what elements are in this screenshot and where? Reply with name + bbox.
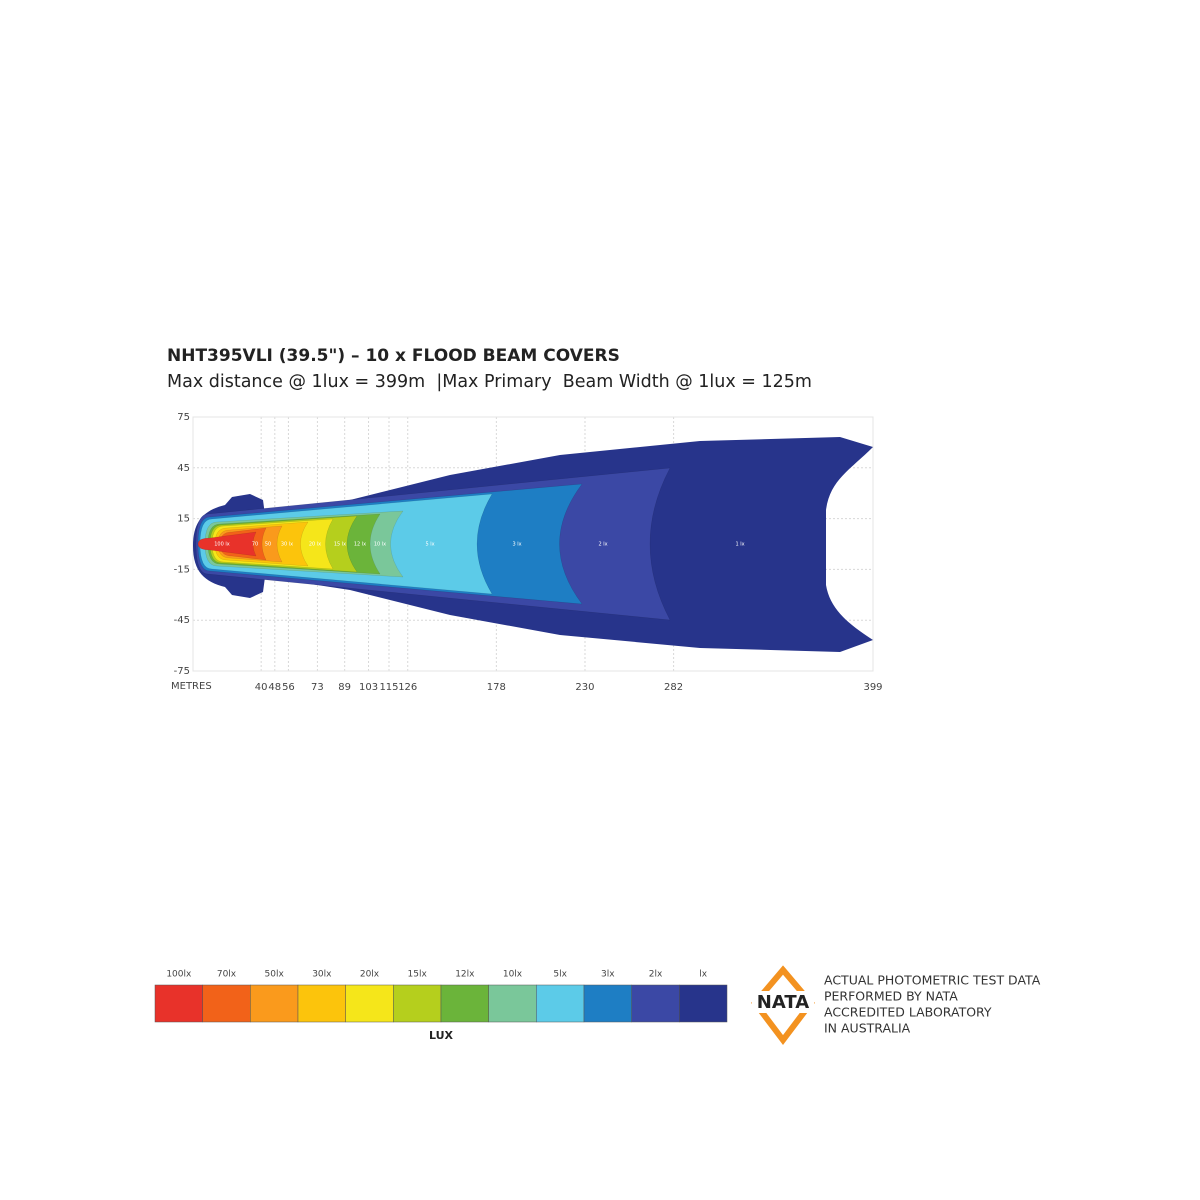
y-tick-label: 15 bbox=[177, 514, 190, 525]
zone-labels: 100 lx 70 50 30 lx 20 lx 15 lx 12 lx 10 lx 5 lx 3… bbox=[214, 542, 744, 548]
beam-zone bbox=[197, 531, 257, 557]
legend-label: lx bbox=[699, 970, 708, 980]
legend-label: 3lx bbox=[601, 970, 615, 980]
legend-label: 20lx bbox=[360, 970, 380, 980]
legend-swatch bbox=[202, 984, 251, 1023]
zone-label: 15 lx bbox=[334, 542, 346, 548]
legend-swatch bbox=[393, 984, 442, 1023]
legend-label: 2lx bbox=[649, 970, 663, 980]
x-tick-label: 115 bbox=[379, 682, 398, 693]
x-tick-label: 56 bbox=[282, 682, 295, 693]
x-tick-label: 399 bbox=[863, 682, 882, 693]
y-tick-label: 75 bbox=[177, 412, 190, 423]
x-tick-label: 48 bbox=[268, 682, 281, 693]
legend-swatch bbox=[250, 984, 299, 1023]
legend-label: 100lx bbox=[166, 970, 192, 980]
chart-title: NHT395VLI (39.5") – 10 x FLOOD BEAM COVE… bbox=[167, 346, 620, 366]
zone-label: 3 lx bbox=[512, 542, 521, 548]
x-tick-label: 126 bbox=[398, 682, 417, 693]
legend-swatch bbox=[583, 984, 632, 1023]
legend: 100lx 70lx 50lx 30lx 20lx 15lx 12lx 10lx 5lx 3lx 2… bbox=[154, 970, 728, 1023]
x-tick-label: 40 bbox=[255, 682, 268, 693]
legend-swatch bbox=[440, 984, 489, 1023]
legend-swatch bbox=[488, 984, 537, 1023]
legend-title: LUX bbox=[429, 1029, 454, 1042]
zone-label: 100 lx bbox=[214, 542, 230, 548]
legend-label: 15lx bbox=[408, 970, 428, 980]
badge-line: ACTUAL PHOTOMETRIC TEST DATA bbox=[824, 973, 1041, 988]
badge-line: ACCREDITED LABORATORY bbox=[824, 1005, 992, 1020]
legend-swatch bbox=[679, 984, 728, 1023]
nata-logo: NATA bbox=[757, 992, 809, 1013]
y-tick-label: -45 bbox=[174, 615, 190, 626]
x-tick-label: 73 bbox=[311, 682, 324, 693]
legend-swatch bbox=[536, 984, 585, 1023]
y-tick-label: -15 bbox=[174, 564, 190, 575]
x-axis-label: METRES bbox=[171, 681, 212, 692]
legend-swatch bbox=[631, 984, 680, 1023]
x-tick-label: 89 bbox=[338, 682, 351, 693]
zone-label: 50 bbox=[265, 542, 271, 548]
plot-frame bbox=[192, 416, 874, 672]
zone-label: 12 lx bbox=[354, 542, 366, 548]
beam bbox=[193, 437, 873, 652]
legend-label: 50lx bbox=[265, 970, 285, 980]
y-tick-label: 45 bbox=[177, 463, 190, 474]
legend-swatch bbox=[297, 984, 346, 1023]
legend-label: 12lx bbox=[455, 970, 475, 980]
x-tick-label: 178 bbox=[487, 682, 506, 693]
zone-label: 1 lx bbox=[735, 542, 744, 548]
legend-swatch bbox=[154, 984, 203, 1023]
zone-label: 30 lx bbox=[281, 542, 293, 548]
zone-label: 2 lx bbox=[598, 542, 607, 548]
badge-line: IN AUSTRALIA bbox=[824, 1021, 911, 1036]
x-tick-label: 230 bbox=[575, 682, 594, 693]
zone-label: 70 bbox=[252, 542, 258, 548]
x-tick-label: 282 bbox=[664, 682, 683, 693]
legend-swatch bbox=[345, 984, 394, 1023]
zone-label: 5 lx bbox=[425, 542, 434, 548]
nata-logo-bg bbox=[752, 991, 814, 1013]
legend-label: 30lx bbox=[312, 970, 332, 980]
badge-line: PERFORMED BY NATA bbox=[824, 989, 958, 1004]
y-tick-label: -75 bbox=[174, 666, 190, 677]
x-tick-label: 103 bbox=[359, 682, 378, 693]
legend-label: 5lx bbox=[553, 970, 567, 980]
legend-label: 10lx bbox=[503, 970, 523, 980]
zone-label: 20 lx bbox=[309, 542, 321, 548]
legend-label: 70lx bbox=[217, 970, 237, 980]
chart-subtitle: Max distance @ 1lux = 399m |Max Primary … bbox=[167, 372, 812, 392]
zone-label: 10 lx bbox=[374, 542, 386, 548]
